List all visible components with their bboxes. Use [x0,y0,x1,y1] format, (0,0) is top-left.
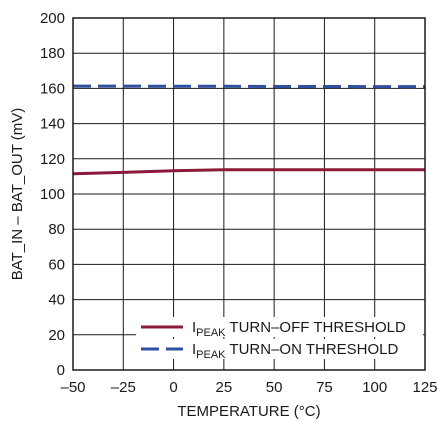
x-tick-label: 100 [362,379,387,396]
y-tick-label: 140 [40,116,65,133]
x-tick-label: 50 [266,379,283,396]
x-tick-label: –50 [60,379,85,396]
y-tick-label: 200 [40,10,65,27]
legend-label: IPEAK TURN–ON THRESHOLD [192,341,399,361]
y-tick-labels: 0 20 40 60 80 100 120 140 160 180 200 [40,10,65,379]
y-tick-label: 0 [57,362,65,379]
x-tick-labels: –50 –25 0 25 50 75 100 125 [60,379,437,396]
series-line [73,84,425,89]
y-tick-label: 180 [40,45,65,62]
legend-item-background [136,339,423,359]
y-tick-label: 120 [40,151,65,168]
x-axis-title: TEMPERATURE (°C) [177,403,320,420]
legend-item-background [136,317,423,337]
x-tick-label: –25 [111,379,136,396]
x-tick-label: 25 [216,379,233,396]
y-tick-label: 60 [48,256,65,273]
x-tick-label: 0 [169,379,177,396]
y-tick-label: 100 [40,186,65,203]
x-tick-label: 75 [316,379,333,396]
y-axis-title: BAT_IN – BAT_OUT (mV) [9,108,26,281]
y-tick-label: 160 [40,80,65,97]
x-tick-label: 125 [412,379,437,396]
plot-frame [72,17,426,371]
series-line [72,168,425,176]
y-tick-label: 20 [48,327,65,344]
legend-label: IPEAK TURN–OFF THRESHOLD [192,319,406,339]
y-tick-label: 40 [48,292,65,309]
y-tick-label: 80 [48,221,65,238]
series-layer [72,84,425,176]
